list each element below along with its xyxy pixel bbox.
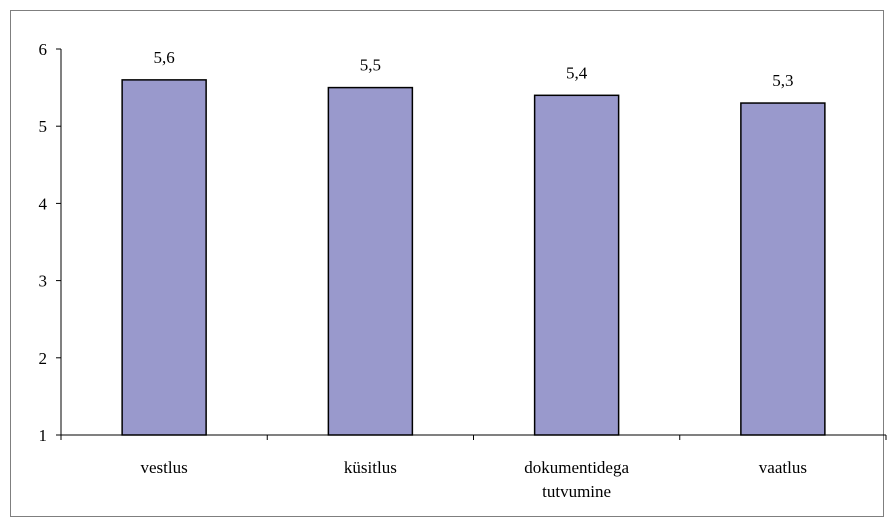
y-tick-label: 6 [39, 40, 48, 59]
bar [327, 86, 414, 436]
data-label: 5,5 [360, 56, 381, 75]
bar [121, 79, 207, 436]
y-tick-label: 1 [39, 426, 48, 445]
bar [740, 102, 826, 436]
category-label: tutvumine [542, 482, 611, 501]
category-label: vaatlus [759, 458, 807, 477]
y-tick-label: 4 [39, 194, 48, 213]
category-label: vestlus [141, 458, 188, 477]
bar [533, 94, 620, 436]
category-label: küsitlus [344, 458, 397, 477]
y-tick-label: 5 [39, 117, 48, 136]
data-label: 5,3 [772, 71, 793, 90]
category-label: dokumentidega [524, 458, 629, 477]
data-label: 5,4 [566, 63, 588, 82]
data-label: 5,6 [154, 48, 175, 67]
y-tick-label: 3 [39, 272, 48, 291]
y-tick-label: 2 [39, 349, 48, 368]
